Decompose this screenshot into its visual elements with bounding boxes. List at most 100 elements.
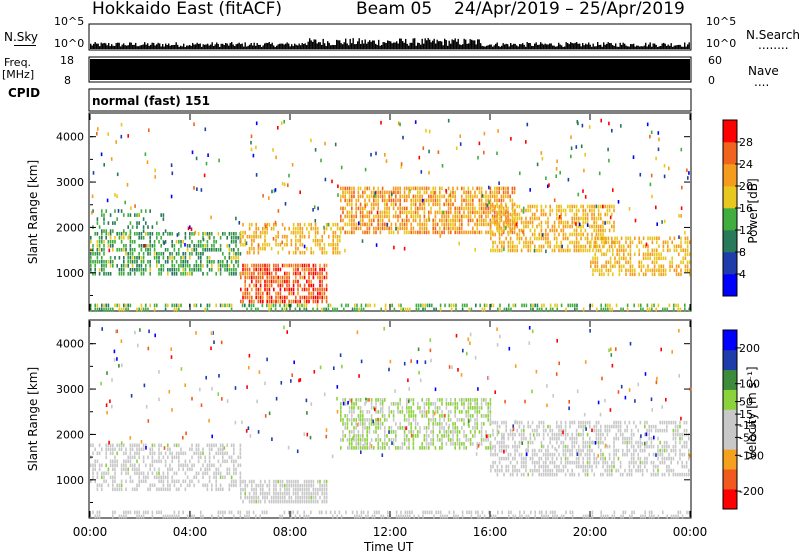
rti-cell <box>299 222 301 227</box>
rti-cell <box>474 210 476 215</box>
rti-cell <box>158 510 160 515</box>
rti-cell <box>685 420 688 425</box>
rti-cell <box>266 483 268 488</box>
rti-cell <box>255 267 257 272</box>
rti-cell <box>536 162 539 167</box>
rti-cell <box>613 456 615 461</box>
rti-cell <box>594 260 596 265</box>
rti-cell <box>593 216 595 221</box>
rti-cell <box>589 448 591 453</box>
rti-cell <box>496 194 498 199</box>
rti-cell <box>292 483 295 488</box>
rti-cell <box>195 244 198 248</box>
rti-cell <box>191 443 193 448</box>
rti-cell <box>215 303 217 308</box>
rti-cell <box>101 260 103 264</box>
rti-cell <box>624 440 626 445</box>
rti-cell <box>611 514 613 519</box>
rti-cell <box>600 472 602 477</box>
rti-cell <box>670 448 672 453</box>
rti-cell <box>301 267 304 272</box>
rti-cell <box>417 434 419 438</box>
rti-cell <box>348 230 351 235</box>
rti-cell <box>406 410 408 414</box>
rti-cell <box>257 275 260 280</box>
rti-cell <box>490 248 492 253</box>
rti-cell <box>447 210 450 215</box>
rti-cell <box>582 428 584 433</box>
rti-cell <box>672 448 675 453</box>
rti-cell <box>202 252 204 256</box>
rti-cell <box>611 363 614 368</box>
rti-cell <box>670 456 672 461</box>
rti-cell <box>180 272 182 276</box>
rti-cell <box>649 182 652 187</box>
rti-cell <box>245 241 248 246</box>
rti-cell <box>419 198 421 203</box>
rti-cell <box>324 177 327 182</box>
rti-cell <box>519 514 521 519</box>
nave-dots: .... <box>754 75 770 89</box>
rti-cell <box>602 204 604 209</box>
rti-cell <box>569 208 571 213</box>
rti-cell <box>338 510 341 515</box>
rti-cell <box>134 232 136 236</box>
rti-cell <box>323 483 326 488</box>
rti-cell <box>312 267 315 272</box>
rti-cell <box>575 232 578 237</box>
rti-cell <box>120 209 123 213</box>
rti-cell <box>575 216 578 221</box>
rti-cell <box>536 468 538 473</box>
rti-cell <box>264 271 266 276</box>
rti-cell <box>94 268 96 272</box>
rti-cell <box>503 444 505 449</box>
rti-cell <box>525 456 527 461</box>
rti-cell <box>441 214 443 219</box>
rti-cell <box>558 204 560 209</box>
rti-cell <box>306 299 308 304</box>
rti-cell <box>261 510 264 515</box>
rti-cell <box>406 194 408 199</box>
rti-cell <box>270 279 273 284</box>
rti-cell <box>607 260 610 265</box>
rti-cell <box>134 443 136 448</box>
rti-cell <box>435 510 437 515</box>
rti-cell <box>171 272 173 276</box>
rti-cell <box>582 440 584 445</box>
rti-cell <box>305 514 308 519</box>
rti-cell <box>262 483 264 488</box>
rti-cell <box>388 446 390 450</box>
rti-cell <box>635 448 637 453</box>
rti-cell <box>366 226 368 231</box>
rti-cell <box>625 256 627 261</box>
rti-cell <box>463 210 465 215</box>
rti-cell <box>421 230 423 235</box>
rti-cell <box>279 483 282 488</box>
rti-cell <box>140 244 143 248</box>
rti-cell <box>366 446 368 450</box>
rti-cell <box>494 204 496 209</box>
rti-cell <box>571 224 573 229</box>
rti-cell <box>147 260 149 264</box>
rti-cell <box>490 232 492 237</box>
rti-cell <box>240 238 242 243</box>
rti-cell <box>351 230 353 235</box>
rti-cell <box>330 226 332 231</box>
rti-cell <box>205 375 207 380</box>
rti-cell <box>325 263 328 268</box>
rti-cell <box>590 244 592 249</box>
rti-cell <box>513 210 516 215</box>
rti-cell <box>448 510 451 515</box>
rti-cell <box>655 472 657 477</box>
rti-cell <box>202 447 204 452</box>
rti-cell <box>450 442 452 446</box>
rti-cell <box>377 206 379 211</box>
rti-cell <box>392 438 395 442</box>
rti-cell <box>120 134 123 139</box>
rti-cell <box>138 471 140 476</box>
rti-cell <box>428 129 431 134</box>
rti-cell <box>633 448 635 453</box>
rti-cell <box>213 236 215 240</box>
rti-cell <box>474 410 476 414</box>
rti-cell <box>116 483 118 488</box>
